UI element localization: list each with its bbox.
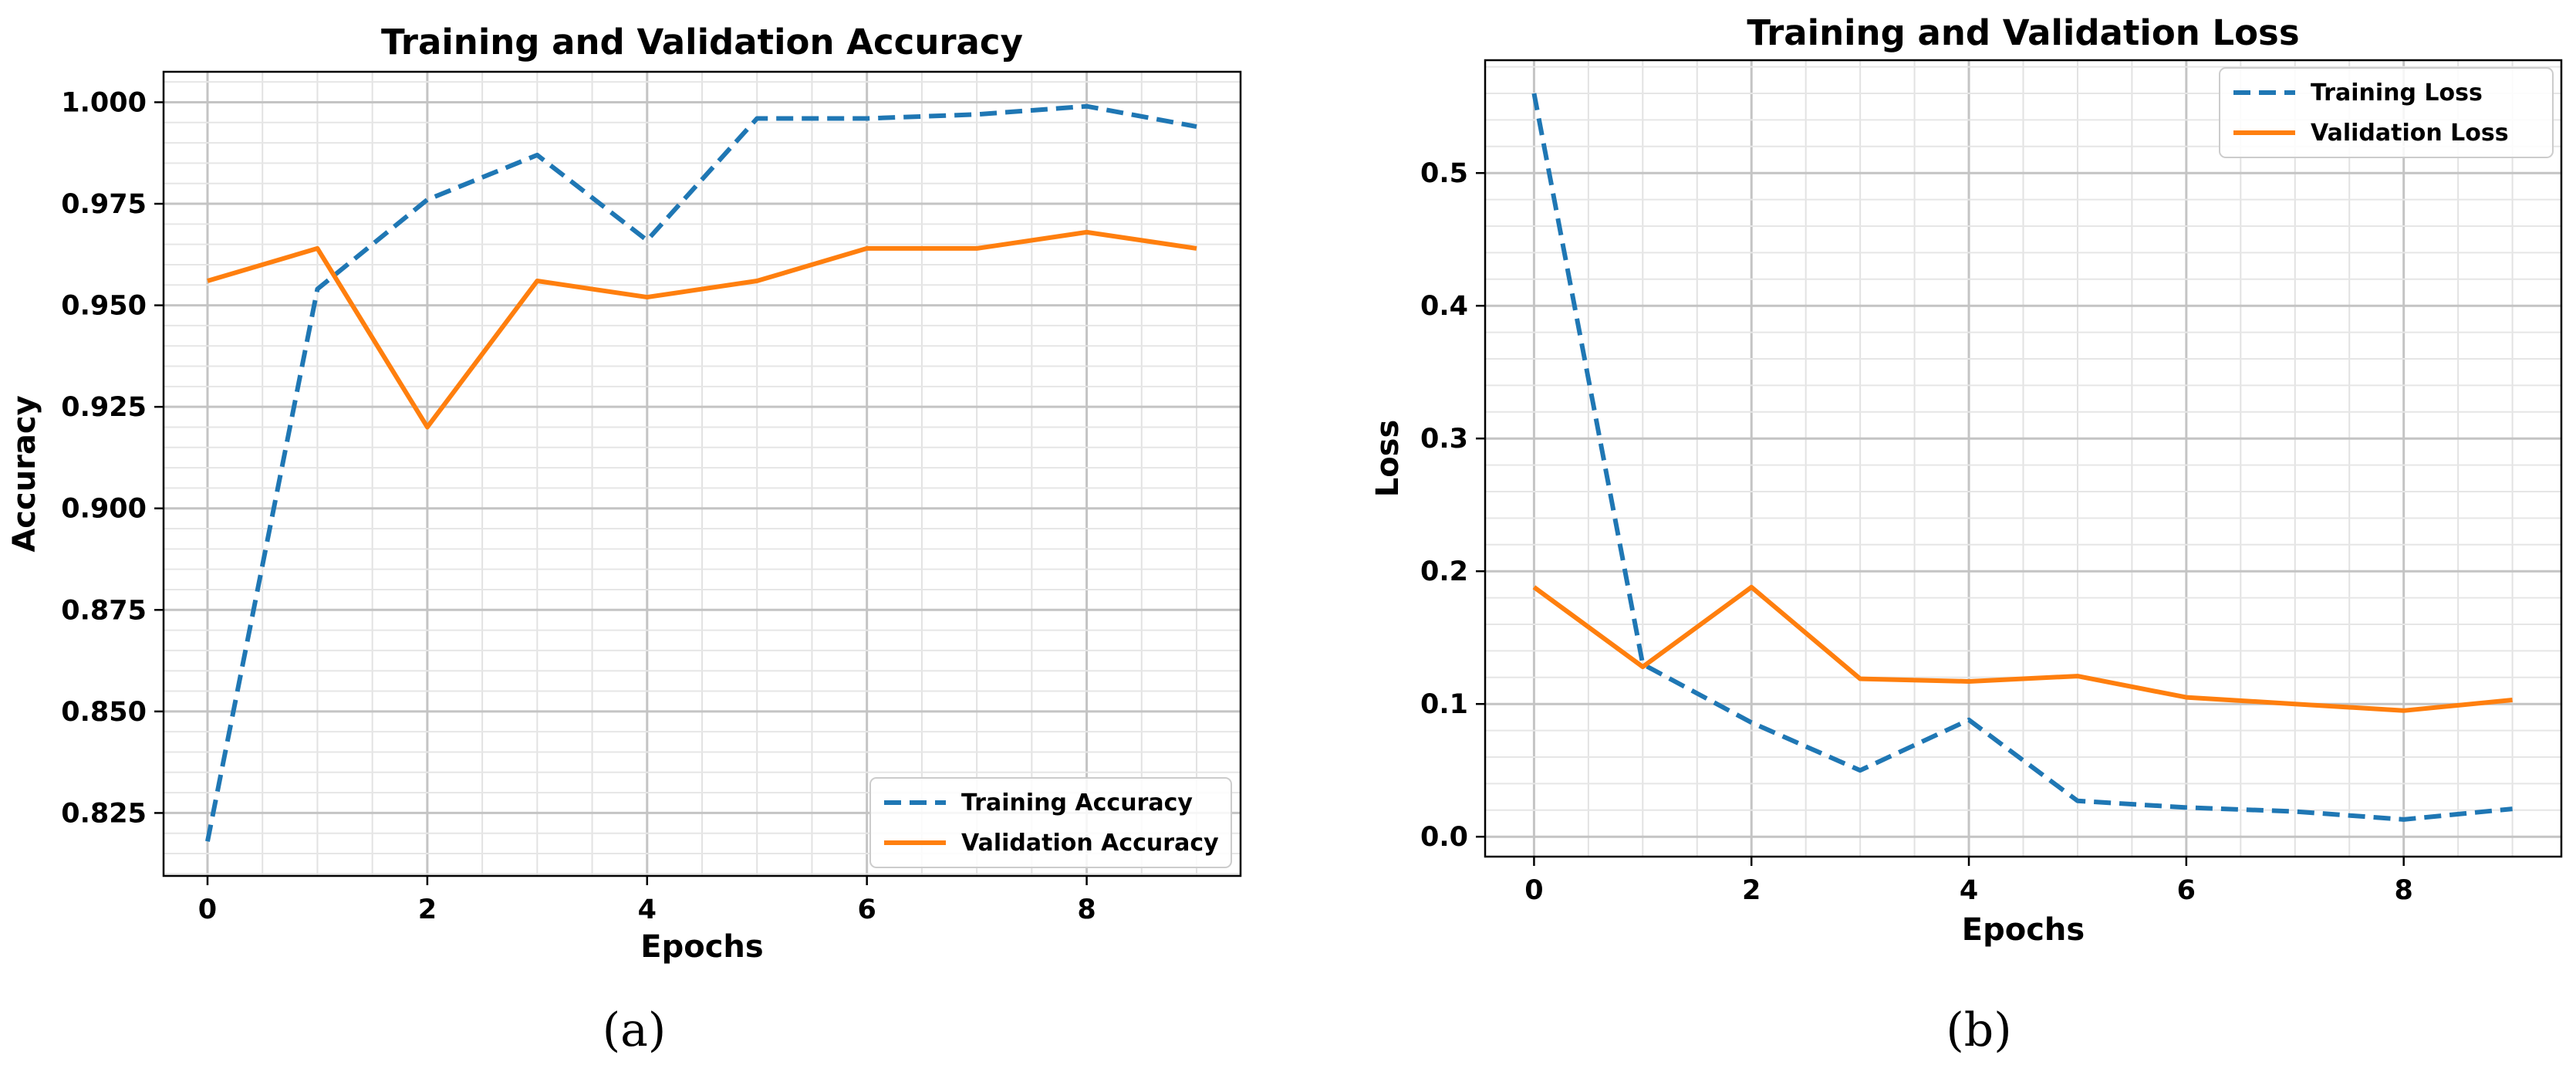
x-tick-label: 8	[2395, 875, 2413, 906]
legend-label: Validation Accuracy	[961, 830, 1219, 857]
x-axis-label: Epochs	[640, 929, 763, 965]
y-tick-label: 0.5	[1420, 158, 1468, 189]
legend: Training Accuracy Validation Accuracy	[870, 778, 1231, 867]
x-tick-label: 6	[857, 894, 876, 925]
x-tick-label: 6	[2177, 875, 2196, 906]
y-tick-label: 0.0	[1420, 822, 1468, 853]
x-tick-label: 4	[1960, 875, 1978, 906]
legend-label: Training Accuracy	[961, 789, 1193, 816]
x-tick-label: 0	[1524, 875, 1543, 906]
y-tick-label: 0.900	[61, 494, 147, 525]
x-tick-label: 2	[418, 894, 437, 925]
grid	[1485, 60, 2561, 857]
y-tick-label: 0.2	[1420, 556, 1468, 587]
grid	[164, 72, 1241, 876]
y-tick-label: 0.825	[61, 798, 147, 829]
y-tick-label: 1.000	[61, 87, 147, 118]
x-tick-label: 0	[198, 894, 217, 925]
y-tick-label: 0.850	[61, 697, 147, 728]
subfigure-caption: (b)	[1946, 1003, 2011, 1057]
y-tick-label: 0.1	[1420, 689, 1468, 720]
subfigure-caption: (a)	[603, 1003, 667, 1057]
chart-b: 0 2 4 6 8 0.0 0.1 0.2 0.3 0.4 0.5 Training and Vali…	[1370, 12, 2561, 1057]
chart-title: Training and Validation Accuracy	[381, 22, 1023, 63]
y-tick-label: 0.3	[1420, 424, 1468, 455]
y-axis-label: Accuracy	[7, 395, 42, 552]
legend-label: Validation Loss	[2311, 120, 2509, 147]
x-tick-label: 2	[1742, 875, 1761, 906]
y-axis-label: Loss	[1370, 420, 1406, 498]
y-tick-label: 0.950	[61, 291, 147, 322]
chart-title: Training and Validation Loss	[1747, 12, 2299, 53]
y-tick-label: 0.925	[61, 392, 147, 423]
chart-a: 0 2 4 6 8 0.825 0.850 0.875 0.900 0.925 0.950 0.975…	[7, 22, 1241, 1057]
x-tick-label: 4	[638, 894, 657, 925]
legend: Training Loss Validation Loss	[2220, 68, 2553, 157]
y-tick-label: 0.4	[1420, 291, 1468, 322]
x-tick-label: 8	[1077, 894, 1096, 925]
y-tick-label: 0.975	[61, 189, 147, 220]
x-axis-label: Epochs	[1962, 912, 2085, 948]
legend-label: Training Loss	[2311, 79, 2483, 106]
y-tick-label: 0.875	[61, 595, 147, 626]
